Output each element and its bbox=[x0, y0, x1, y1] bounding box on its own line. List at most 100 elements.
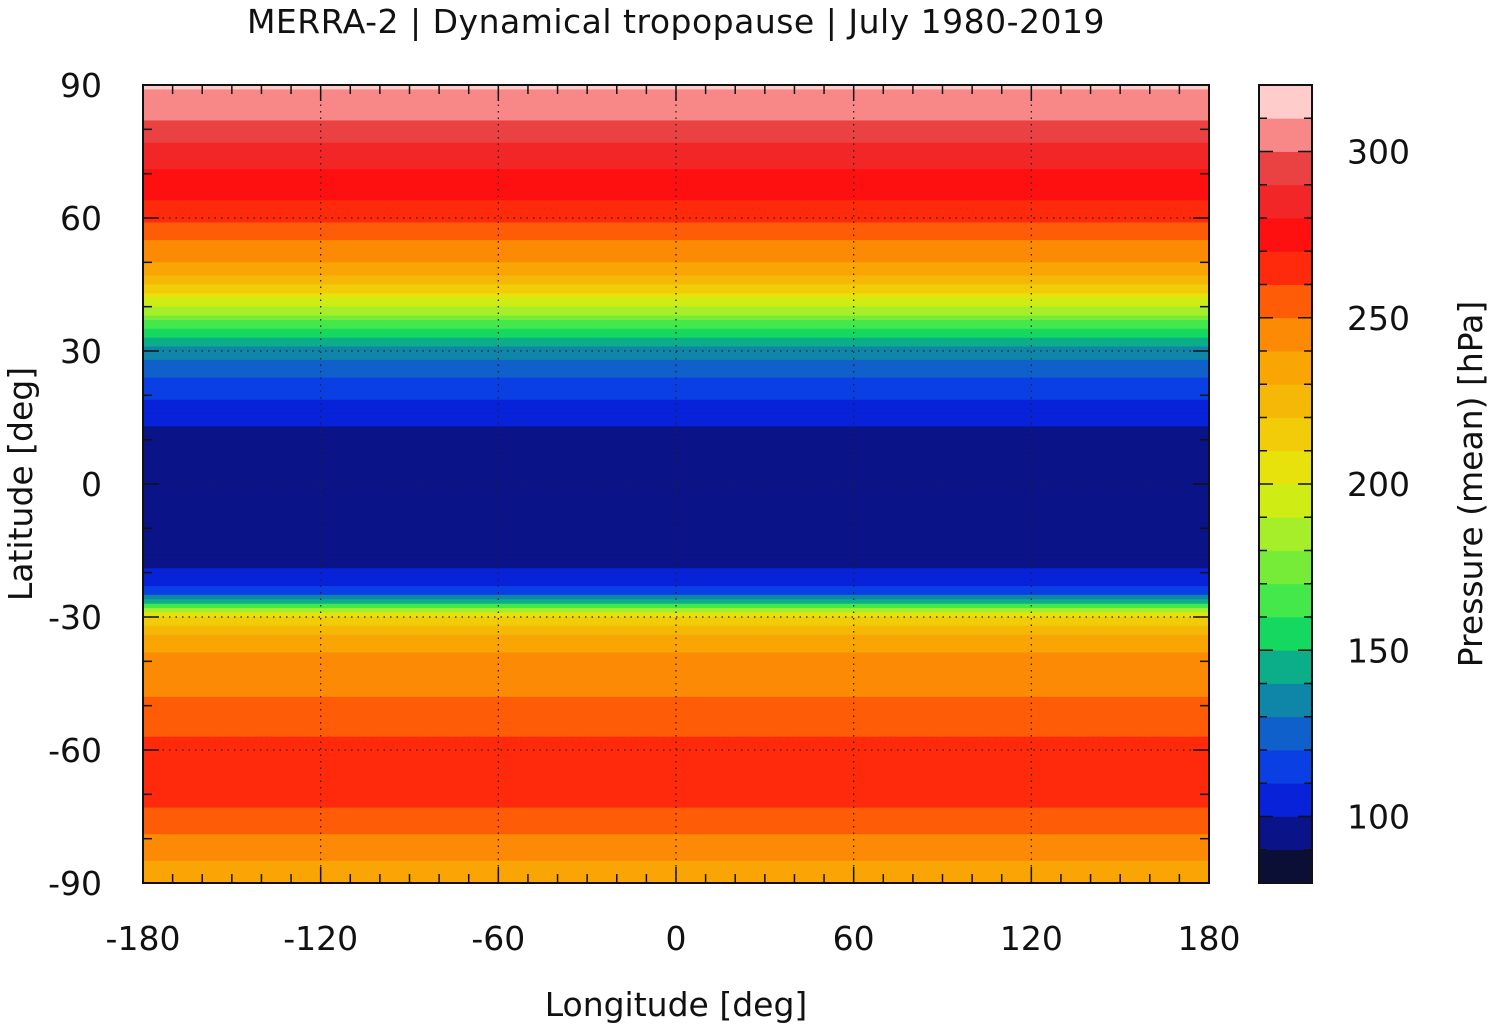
pressure-band bbox=[143, 413, 1209, 419]
pressure-band bbox=[143, 355, 1209, 361]
pressure-band bbox=[143, 612, 1209, 618]
pressure-band bbox=[143, 293, 1209, 299]
colorbar-tick-label: 150 bbox=[1347, 631, 1410, 670]
colorbar-swatch bbox=[1259, 151, 1312, 186]
pressure-band bbox=[143, 679, 1209, 685]
x-tick-label: -180 bbox=[106, 919, 181, 958]
pressure-band bbox=[143, 222, 1209, 228]
pressure-band bbox=[143, 107, 1209, 113]
pressure-band bbox=[143, 470, 1209, 476]
pressure-band bbox=[143, 359, 1209, 365]
y-tick-label: 60 bbox=[60, 199, 102, 238]
pressure-band bbox=[143, 767, 1209, 773]
y-tick-label: -90 bbox=[48, 864, 102, 903]
colorbar-tick-label: 250 bbox=[1347, 299, 1410, 338]
pressure-band bbox=[143, 750, 1209, 756]
pressure-band bbox=[143, 599, 1209, 605]
pressure-band bbox=[143, 754, 1209, 760]
pressure-band bbox=[143, 461, 1209, 467]
pressure-band bbox=[143, 306, 1209, 312]
y-tick-label: 90 bbox=[60, 66, 102, 105]
pressure-band bbox=[143, 732, 1209, 738]
pressure-band bbox=[143, 377, 1209, 383]
pressure-band bbox=[143, 337, 1209, 343]
pressure-band bbox=[143, 111, 1209, 117]
y-tick-labels: 90 60 30 0 -30 -60 -90 bbox=[48, 66, 102, 903]
pressure-band bbox=[143, 124, 1209, 130]
pressure-band bbox=[143, 617, 1209, 623]
colorbar-swatch bbox=[1259, 384, 1312, 418]
pressure-band bbox=[143, 594, 1209, 600]
x-tick-label: 0 bbox=[666, 919, 687, 958]
pressure-band bbox=[143, 182, 1209, 188]
pressure-band bbox=[143, 541, 1209, 547]
pressure-band bbox=[143, 399, 1209, 405]
colorbar-swatch bbox=[1259, 650, 1312, 684]
x-tick-label: -60 bbox=[471, 919, 525, 958]
pressure-band bbox=[143, 390, 1209, 396]
pressure-band bbox=[143, 488, 1209, 494]
pressure-band bbox=[143, 430, 1209, 436]
pressure-band bbox=[143, 851, 1209, 857]
pressure-band bbox=[143, 705, 1209, 711]
pressure-band bbox=[143, 235, 1209, 241]
pressure-band bbox=[143, 484, 1209, 490]
x-tick-labels: -180 -120 -60 0 60 120 180 bbox=[106, 919, 1241, 958]
pressure-band bbox=[143, 537, 1209, 543]
pressure-band bbox=[143, 794, 1209, 800]
colorbar-tick-label: 200 bbox=[1347, 465, 1410, 504]
pressure-band bbox=[143, 288, 1209, 294]
pressure-band bbox=[143, 683, 1209, 689]
pressure-band bbox=[143, 643, 1209, 649]
pressure-band bbox=[143, 554, 1209, 560]
colorbar-swatch bbox=[1259, 484, 1312, 518]
colorbar-swatch bbox=[1259, 716, 1312, 751]
pressure-band bbox=[143, 812, 1209, 818]
colorbar-tick-label: 100 bbox=[1347, 798, 1410, 837]
pressure-band bbox=[143, 714, 1209, 720]
colorbar-swatch bbox=[1259, 251, 1312, 285]
pressure-band bbox=[143, 825, 1209, 831]
pressure-band bbox=[143, 266, 1209, 272]
colorbar-swatch bbox=[1259, 783, 1312, 817]
colorbar-swatch bbox=[1259, 351, 1312, 385]
pressure-band bbox=[143, 727, 1209, 733]
colorbar-swatch bbox=[1259, 450, 1312, 485]
pressure-band bbox=[143, 847, 1209, 853]
pressure-band bbox=[143, 630, 1209, 636]
pressure-band bbox=[143, 639, 1209, 645]
pressure-band bbox=[143, 138, 1209, 144]
pressure-band bbox=[143, 319, 1209, 325]
pressure-band bbox=[143, 404, 1209, 410]
pressure-band bbox=[143, 452, 1209, 458]
pressure-band bbox=[143, 351, 1209, 357]
pressure-band bbox=[143, 608, 1209, 614]
axis-ticks bbox=[142, 84, 1210, 884]
chart-title: MERRA-2 | Dynamical tropopause | July 19… bbox=[246, 2, 1106, 41]
pressure-band bbox=[143, 240, 1209, 246]
colorbar-swatch bbox=[1259, 417, 1312, 452]
colorbar-tick-label: 300 bbox=[1347, 133, 1410, 172]
pressure-band bbox=[143, 741, 1209, 747]
colorbar-swatch bbox=[1259, 683, 1312, 718]
colorbar-swatch bbox=[1259, 85, 1312, 119]
colorbar-swatch bbox=[1259, 184, 1312, 219]
pressure-band bbox=[143, 838, 1209, 844]
x-tick-label: 120 bbox=[1000, 919, 1063, 958]
colorbar-swatch bbox=[1259, 583, 1312, 618]
y-tick-label: 30 bbox=[60, 332, 102, 371]
pressure-band bbox=[143, 710, 1209, 716]
colorbar-swatch bbox=[1259, 118, 1312, 152]
pressure-band bbox=[143, 634, 1209, 640]
pressure-band bbox=[143, 781, 1209, 787]
grid-lines bbox=[143, 85, 1209, 883]
y-axis-title: Latitude [deg] bbox=[1, 367, 40, 601]
pressure-band bbox=[143, 692, 1209, 698]
pressure-band bbox=[143, 807, 1209, 813]
colorbar-swatch bbox=[1259, 617, 1312, 651]
pressure-band bbox=[143, 515, 1209, 521]
pressure-band bbox=[143, 373, 1209, 379]
pressure-band bbox=[143, 342, 1209, 348]
colorbar-swatch bbox=[1259, 218, 1312, 252]
